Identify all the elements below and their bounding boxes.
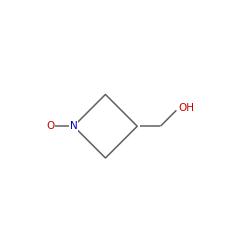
Text: OH: OH [179,103,195,113]
Text: N: N [70,121,78,131]
Text: O: O [46,121,54,131]
